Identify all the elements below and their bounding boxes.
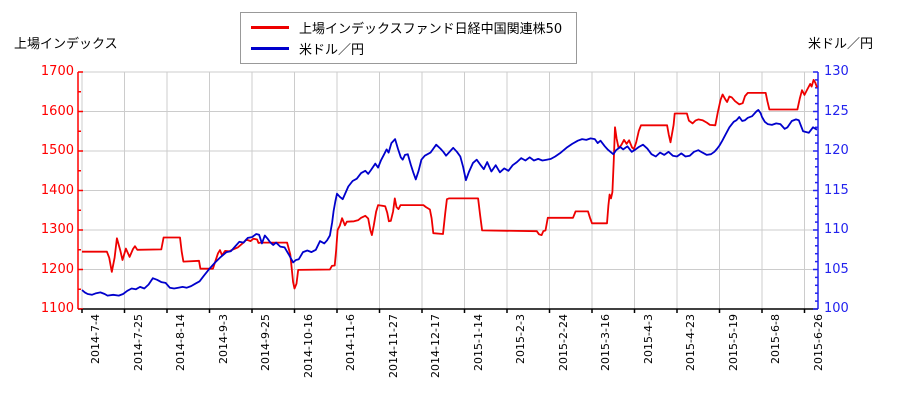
x-axis-tick-label: 2015-1-14 — [471, 314, 485, 371]
plot-area — [77, 71, 819, 313]
x-axis-tick-label: 2014-10-16 — [301, 314, 315, 378]
x-axis-tick-label: 2014-9-25 — [259, 314, 272, 371]
left-axis-tick-label: 1600 — [40, 103, 74, 119]
left-axis-tick-label: 1200 — [40, 261, 74, 277]
left-axis-tick-label: 1400 — [40, 182, 74, 198]
x-axis-tick-label: 2015-4-3 — [641, 314, 655, 364]
legend-item-fund: 上場インデックスファンド日経中国関連株50 — [251, 17, 562, 38]
left-axis-tick-label: 1500 — [40, 143, 74, 158]
legend-label-usdjpy: 米ドル／円 — [299, 43, 365, 58]
x-axis-tick-label: 2015-2-24 — [556, 314, 570, 371]
left-axis-tick-label: 1300 — [40, 222, 74, 237]
legend: 上場インデックスファンド日経中国関連株50 米ドル／円 — [240, 12, 578, 64]
x-axis-tick-label: 2015-6-8 — [769, 314, 782, 364]
left-axis-tick-label: 1100 — [40, 301, 74, 316]
left-axis-title: 上場インデックス — [14, 37, 118, 52]
right-axis-tick-label: 105 — [824, 261, 849, 277]
x-axis-tick-label: 2014-9-3 — [216, 314, 230, 364]
x-axis-tick-label: 2014-11-6 — [344, 314, 357, 371]
left-axis-tick-label: 1700 — [40, 64, 74, 79]
x-axis-tick-label: 2015-4-23 — [684, 314, 697, 371]
x-axis-tick-label: 2015-6-26 — [811, 314, 825, 371]
series-line-usdjpy — [81, 109, 818, 297]
right-axis-tick-label: 125 — [824, 103, 849, 119]
x-axis-tick-label: 2015-3-16 — [599, 314, 612, 371]
right-axis-tick-label: 100 — [824, 301, 849, 316]
x-axis-tick-label: 2015-2-3 — [514, 314, 527, 364]
x-axis-tick-label: 2014-7-25 — [131, 314, 145, 371]
legend-item-usdjpy: 米ドル／円 — [251, 38, 562, 59]
legend-label-fund: 上場インデックスファンド日経中国関連株50 — [299, 22, 563, 37]
x-axis-tick-label: 2014-7-4 — [89, 314, 102, 364]
right-axis-tick-label: 110 — [824, 222, 849, 237]
x-axis-tick-label: 2014-8-14 — [174, 314, 187, 371]
x-axis-tick-label: 2014-12-17 — [429, 314, 442, 378]
red-line-sample-icon — [251, 26, 289, 29]
right-axis-tick-label: 130 — [824, 64, 849, 79]
right-axis-tick-label: 115 — [824, 182, 849, 198]
x-axis-tick-label: 2015-5-19 — [726, 314, 740, 371]
blue-line-sample-icon — [251, 47, 289, 50]
x-axis-tick-label: 2014-11-27 — [386, 314, 400, 378]
right-axis-tick-label: 120 — [824, 143, 849, 158]
right-axis-title: 米ドル／円 — [807, 37, 873, 52]
